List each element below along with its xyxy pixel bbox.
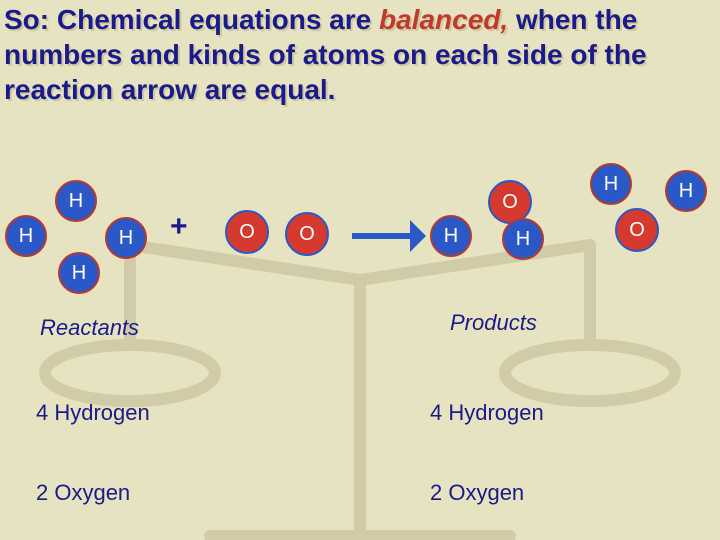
slide: So: Chemical equations are balanced, whe… xyxy=(0,0,720,540)
hydrogen-atom: H xyxy=(55,180,97,222)
text-label: 4 Hydrogen xyxy=(430,400,544,426)
hydrogen-atom: H xyxy=(502,218,544,260)
text-label: 2 Oxygen xyxy=(36,480,130,506)
plus-sign: + xyxy=(170,212,188,242)
reaction-arrow xyxy=(350,216,430,256)
text-label: Products xyxy=(450,310,537,336)
hydrogen-atom: H xyxy=(430,215,472,257)
hydrogen-atom: H xyxy=(105,217,147,259)
oxygen-atom: O xyxy=(225,210,269,254)
title-accent: balanced, xyxy=(379,4,508,35)
text-label: 4 Hydrogen xyxy=(36,400,150,426)
hydrogen-atom: H xyxy=(5,215,47,257)
oxygen-atom: O xyxy=(615,208,659,252)
hydrogen-atom: H xyxy=(665,170,707,212)
text-label: Reactants xyxy=(40,315,139,341)
hydrogen-atom: H xyxy=(58,252,100,294)
slide-title: So: Chemical equations are balanced, whe… xyxy=(4,2,704,107)
text-label: 2 Oxygen xyxy=(430,480,524,506)
title-pre: So: Chemical equations are xyxy=(4,4,379,35)
oxygen-atom: O xyxy=(285,212,329,256)
hydrogen-atom: H xyxy=(590,163,632,205)
